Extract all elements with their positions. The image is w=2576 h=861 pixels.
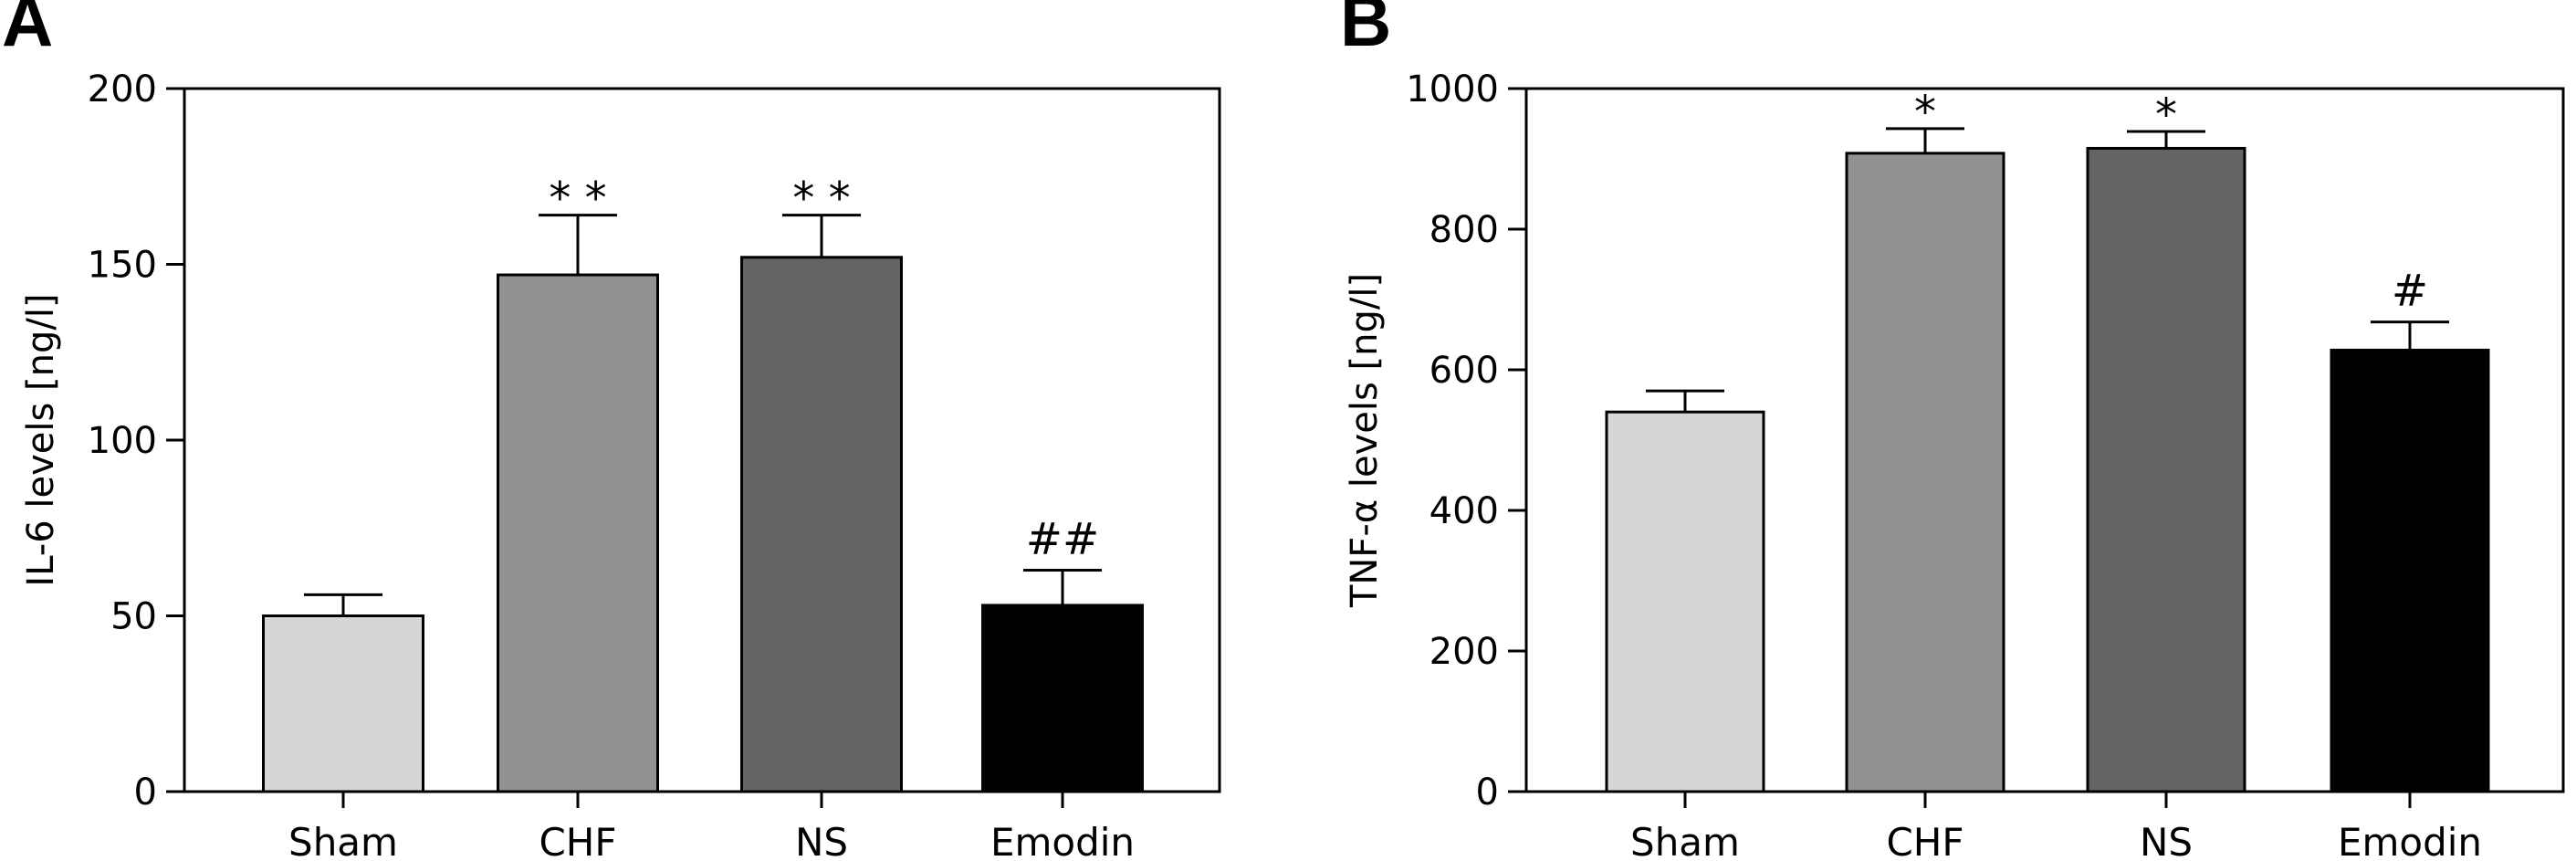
category-label-a-0: Sham [288, 820, 398, 861]
bar-b-emodin [2330, 348, 2490, 793]
y-tick-label-b-1: 200 [1429, 631, 1499, 673]
category-label-a-2: NS [795, 820, 848, 861]
bar-a-emodin [981, 604, 1144, 793]
y-tick-label-b-4: 800 [1429, 209, 1499, 251]
y-axis-b: 0 200 400 600 800 1000 [1406, 68, 1526, 814]
bar-b-chf [1845, 152, 2005, 793]
bar-a-sham [262, 614, 424, 793]
significance-label-a-2: * * [792, 173, 850, 225]
bar-a-ns [740, 256, 903, 793]
y-tick-label-a-0: 0 [134, 772, 157, 814]
bars-b: Sham CHF * NS * Emodin # [1605, 87, 2490, 861]
category-label-a-1: CHF [539, 820, 616, 861]
y-tick-label-b-5: 1000 [1406, 68, 1499, 110]
category-label-b-2: NS [2140, 820, 2193, 861]
category-label-b-3: Emodin [2338, 820, 2482, 861]
category-label-b-0: Sham [1630, 820, 1740, 861]
y-tick-label-a-4: 200 [88, 68, 157, 110]
significance-label-a-1: * * [549, 173, 606, 225]
significance-label-b-3: # [2392, 266, 2428, 317]
category-label-b-1: CHF [1886, 820, 1963, 861]
bars-a: Sham CHF * * NS * * Emodin ## [262, 173, 1144, 861]
panel-letter-b: B [1340, 0, 1391, 61]
bar-b-sham [1605, 410, 1765, 793]
y-tick-label-b-3: 600 [1429, 350, 1499, 392]
plot-frame-b [1524, 87, 2565, 793]
y-axis-title-b: TNF-α levels [ng/l] [1344, 273, 1386, 608]
bar-a-chf [497, 273, 659, 793]
y-tick-label-a-3: 150 [88, 245, 157, 287]
significance-label-a-3: ## [1026, 513, 1099, 564]
panel-letter-a: A [2, 0, 53, 61]
y-axis-title-a: IL-6 levels [ng/l] [20, 293, 62, 586]
panel-a: A IL-6 levels [ng/l] 0 50 100 150 200 Sham CH… [2, 0, 1221, 861]
y-tick-label-b-0: 0 [1476, 772, 1499, 814]
y-axis-a: 0 50 100 150 200 [88, 68, 184, 814]
y-tick-label-a-2: 100 [88, 420, 157, 462]
bar-b-ns [2086, 146, 2246, 793]
y-tick-label-a-1: 50 [110, 596, 157, 638]
category-label-a-3: Emodin [990, 820, 1135, 861]
panel-b: B TNF-α levels [ng/l] 02004006008001000 … [1340, 0, 2565, 861]
significance-label-b-2: * [2155, 89, 2177, 141]
significance-label-b-1: * [1914, 87, 1936, 138]
y-tick-label-b-2: 400 [1429, 490, 1499, 532]
